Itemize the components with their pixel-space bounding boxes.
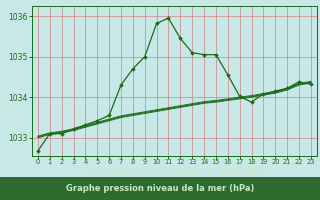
Text: Graphe pression niveau de la mer (hPa): Graphe pression niveau de la mer (hPa) — [66, 184, 254, 193]
X-axis label: Graphe pression niveau de la mer (hPa): Graphe pression niveau de la mer (hPa) — [88, 167, 260, 176]
